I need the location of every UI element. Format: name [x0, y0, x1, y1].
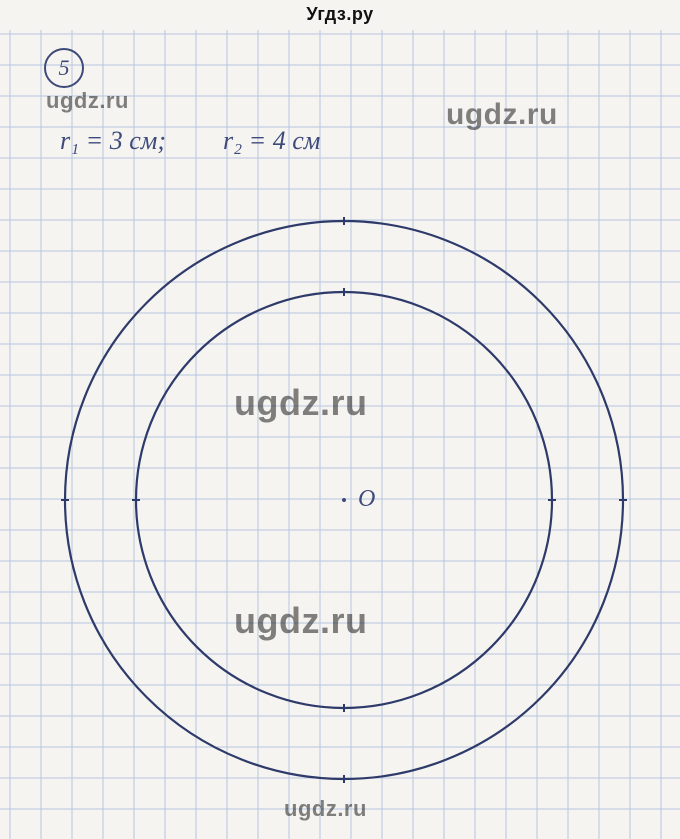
circle-center-dot	[342, 498, 346, 502]
page-root: Угдз.ру 5 r₁ = 3 см; r₂ = 4 см O ugdz.ru…	[0, 0, 680, 839]
watermark-text: ugdz.ru	[284, 796, 367, 822]
circle-center-label: O	[358, 486, 375, 513]
watermark-text: ugdz.ru	[234, 600, 367, 642]
watermark-text: ugdz.ru	[234, 382, 367, 424]
watermark-text: ugdz.ru	[446, 98, 558, 132]
watermark-text: ugdz.ru	[46, 88, 129, 114]
